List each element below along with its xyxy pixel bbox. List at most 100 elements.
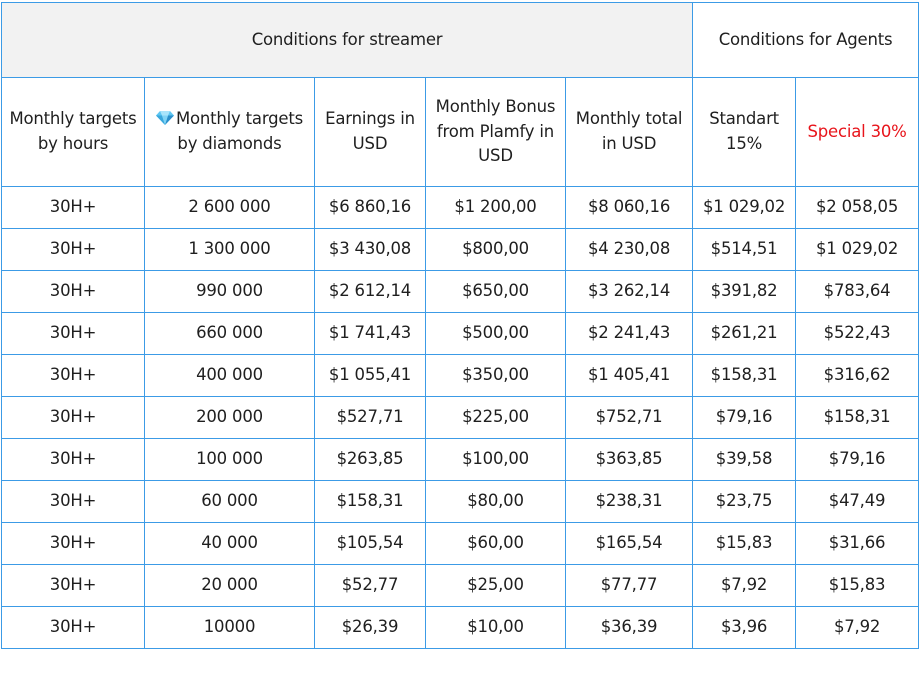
col-header-hours-label: Monthly targets by hours — [9, 109, 137, 153]
special-cell: $7,92 — [795, 606, 920, 649]
col-header-special: Special 30% — [795, 77, 920, 187]
gem-icon — [155, 111, 174, 126]
total-cell: $36,39 — [564, 606, 694, 649]
bonus-cell: $225,00 — [425, 396, 566, 439]
earnings-cell: $26,39 — [314, 606, 426, 649]
earnings-cell: $1 055,41 — [314, 354, 426, 397]
hours-cell: 30H+ — [1, 438, 145, 481]
col-header-special-label: Special 30% — [807, 121, 907, 141]
standart-cell: $7,92 — [692, 564, 797, 607]
table-row: 30H+ 200 000 $527,71 $225,00 $752,71 $79,16 $1… — [1, 396, 920, 439]
diamonds-cell: 400 000 — [144, 354, 315, 397]
standart-cell: $158,31 — [692, 354, 797, 397]
earnings-cell: $105,54 — [314, 522, 426, 565]
col-header-total: Monthly total in USD — [564, 77, 694, 187]
total-cell: $752,71 — [564, 396, 694, 439]
standart-cell: $3,96 — [692, 606, 797, 649]
table-row: 30H+ 990 000 $2 612,14 $650,00 $3 262,14 $391… — [1, 270, 920, 313]
special-cell: $316,62 — [795, 354, 920, 397]
col-header-standart: Standart 15% — [692, 77, 797, 187]
col-header-bonus: Monthly Bonus from Plamfy in USD — [425, 77, 566, 187]
diamonds-cell: 990 000 — [144, 270, 315, 313]
table-body: 30H+ 2 600 000 $6 860,16 $1 200,00 $8 060,16… — [1, 186, 920, 649]
bonus-cell: $350,00 — [425, 354, 566, 397]
earnings-cell: $52,77 — [314, 564, 426, 607]
hours-cell: 30H+ — [1, 396, 145, 439]
standart-cell: $514,51 — [692, 228, 797, 271]
standart-cell: $15,83 — [692, 522, 797, 565]
col-header-earnings-label: Earnings in USD — [325, 109, 415, 153]
special-cell: $31,66 — [795, 522, 920, 565]
diamonds-cell: 100 000 — [144, 438, 315, 481]
diamonds-cell: 10000 — [144, 606, 315, 649]
hours-cell: 30H+ — [1, 480, 145, 523]
bonus-cell: $100,00 — [425, 438, 566, 481]
standart-cell: $261,21 — [692, 312, 797, 355]
table-row: 30H+ 20 000 $52,77 $25,00 $77,77 $7,92 $15,83 — [1, 564, 920, 607]
standart-cell: $23,75 — [692, 480, 797, 523]
bonus-cell: $800,00 — [425, 228, 566, 271]
table-row: 30H+ 2 600 000 $6 860,16 $1 200,00 $8 060,16… — [1, 186, 920, 229]
earnings-cell: $1 741,43 — [314, 312, 426, 355]
col-header-hours: Monthly targets by hours — [1, 77, 145, 187]
standart-cell: $1 029,02 — [692, 186, 797, 229]
col-header-bonus-label: Monthly Bonus from Plamfy in USD — [435, 96, 556, 166]
hours-cell: 30H+ — [1, 228, 145, 271]
col-header-total-label: Monthly total in USD — [575, 109, 683, 153]
col-header-standart-label: Standart 15% — [709, 109, 779, 153]
hours-cell: 30H+ — [1, 522, 145, 565]
earnings-cell: $3 430,08 — [314, 228, 426, 271]
standart-cell: $79,16 — [692, 396, 797, 439]
agent-conditions-header: Conditions for Agents — [692, 2, 920, 78]
special-cell: $15,83 — [795, 564, 920, 607]
diamonds-cell: 200 000 — [144, 396, 315, 439]
special-cell: $158,31 — [795, 396, 920, 439]
earnings-cell: $2 612,14 — [314, 270, 426, 313]
bonus-cell: $25,00 — [425, 564, 566, 607]
hours-cell: 30H+ — [1, 606, 145, 649]
total-cell: $4 230,08 — [564, 228, 694, 271]
hours-cell: 30H+ — [1, 270, 145, 313]
total-cell: $8 060,16 — [564, 186, 694, 229]
earnings-cell: $527,71 — [314, 396, 426, 439]
total-cell: $3 262,14 — [564, 270, 694, 313]
diamonds-cell: 1 300 000 — [144, 228, 315, 271]
diamonds-cell: 60 000 — [144, 480, 315, 523]
hours-cell: 30H+ — [1, 354, 145, 397]
bonus-cell: $10,00 — [425, 606, 566, 649]
total-cell: $165,54 — [564, 522, 694, 565]
special-cell: $1 029,02 — [795, 228, 920, 271]
special-cell: $522,43 — [795, 312, 920, 355]
diamonds-cell: 40 000 — [144, 522, 315, 565]
special-cell: $47,49 — [795, 480, 920, 523]
col-header-diamonds: Monthly targets by diamonds — [144, 77, 315, 187]
standart-cell: $391,82 — [692, 270, 797, 313]
total-cell: $363,85 — [564, 438, 694, 481]
col-header-earnings: Earnings in USD — [314, 77, 426, 187]
total-cell: $238,31 — [564, 480, 694, 523]
group-header-row: Conditions for streamer Conditions for A… — [0, 2, 920, 78]
bonus-cell: $60,00 — [425, 522, 566, 565]
diamonds-cell: 20 000 — [144, 564, 315, 607]
table-row: 30H+ 660 000 $1 741,43 $500,00 $2 241,43 $261… — [1, 312, 920, 355]
table-row: 30H+ 100 000 $263,85 $100,00 $363,85 $39,58 $7… — [1, 438, 920, 481]
diamonds-cell: 2 600 000 — [144, 186, 315, 229]
special-cell: $783,64 — [795, 270, 920, 313]
total-cell: $77,77 — [564, 564, 694, 607]
total-cell: $2 241,43 — [564, 312, 694, 355]
special-cell: $79,16 — [795, 438, 920, 481]
earnings-cell: $158,31 — [314, 480, 426, 523]
table-row: 30H+ 60 000 $158,31 $80,00 $238,31 $23,75 $47,… — [1, 480, 920, 523]
bonus-cell: $1 200,00 — [425, 186, 566, 229]
table-row: 30H+ 40 000 $105,54 $60,00 $165,54 $15,83 $31,… — [1, 522, 920, 565]
earnings-cell: $6 860,16 — [314, 186, 426, 229]
table-row: 30H+ 10000 $26,39 $10,00 $36,39 $3,96 $7,92 — [1, 606, 920, 649]
column-header-row: Monthly targets by hours Monthly targets… — [1, 77, 920, 187]
diamonds-cell: 660 000 — [144, 312, 315, 355]
conditions-table: Conditions for streamer Conditions for A… — [0, 2, 920, 649]
bonus-cell: $500,00 — [425, 312, 566, 355]
table-row: 30H+ 1 300 000 $3 430,08 $800,00 $4 230,08 $5… — [1, 228, 920, 271]
bonus-cell: $80,00 — [425, 480, 566, 523]
special-cell: $2 058,05 — [795, 186, 920, 229]
earnings-cell: $263,85 — [314, 438, 426, 481]
